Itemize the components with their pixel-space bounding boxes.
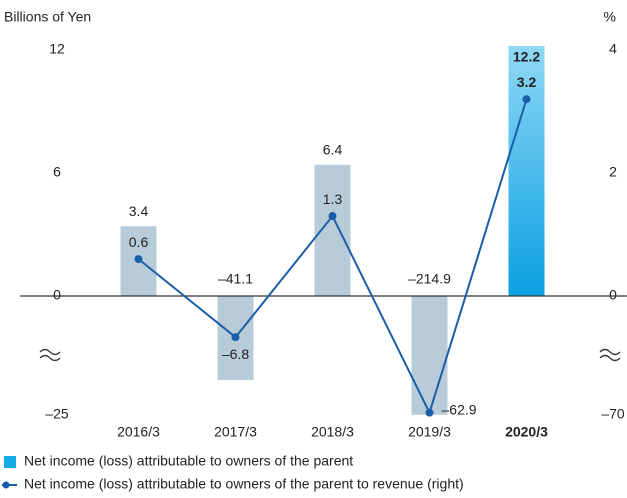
bar bbox=[508, 45, 545, 297]
line-point bbox=[231, 333, 240, 342]
bar bbox=[411, 296, 448, 415]
x-tick-label: 2019/3 bbox=[408, 424, 451, 440]
y-tick-label: 12 bbox=[49, 41, 65, 57]
bar-value-label: –41.1 bbox=[218, 271, 253, 287]
line-value-label: 0.6 bbox=[129, 234, 149, 250]
y2-tick-label: –70 bbox=[601, 406, 625, 422]
legend-label: Net income (loss) attributable to owners… bbox=[24, 453, 353, 469]
bar-value-label: –214.9 bbox=[408, 271, 451, 287]
y2-tick-label: 0 bbox=[609, 287, 617, 303]
line-value-label: 1.3 bbox=[323, 191, 343, 207]
x-tick-label: 2016/3 bbox=[117, 424, 160, 440]
line-point bbox=[134, 255, 143, 264]
legend-swatch bbox=[4, 456, 16, 468]
y-tick-label: 6 bbox=[53, 164, 61, 180]
line-point bbox=[522, 95, 531, 104]
line-point bbox=[425, 408, 434, 417]
y-tick-label: 0 bbox=[53, 287, 61, 303]
legend-swatch bbox=[2, 481, 10, 489]
y-axis-label: Billions of Yen bbox=[4, 9, 91, 25]
y2-tick-label: 2 bbox=[609, 164, 617, 180]
bar-value-label: 6.4 bbox=[323, 142, 343, 158]
x-tick-label: 2017/3 bbox=[214, 424, 257, 440]
x-tick-label: 2018/3 bbox=[311, 424, 354, 440]
bar-value-label: 12.2 bbox=[513, 49, 540, 65]
line-point bbox=[328, 212, 337, 221]
line-value-label: –6.8 bbox=[222, 346, 249, 362]
y-tick-label: –25 bbox=[45, 406, 69, 422]
line-value-label: 3.2 bbox=[517, 74, 537, 90]
x-tick-label: 2020/3 bbox=[505, 424, 548, 440]
line-value-label: –62.9 bbox=[442, 401, 477, 417]
axis-break bbox=[39, 348, 621, 362]
legend-label: Net income (loss) attributable to owners… bbox=[24, 476, 464, 492]
bar-value-label: 3.4 bbox=[129, 203, 149, 219]
y2-tick-label: 4 bbox=[609, 41, 617, 57]
y2-axis-label: % bbox=[604, 9, 616, 25]
